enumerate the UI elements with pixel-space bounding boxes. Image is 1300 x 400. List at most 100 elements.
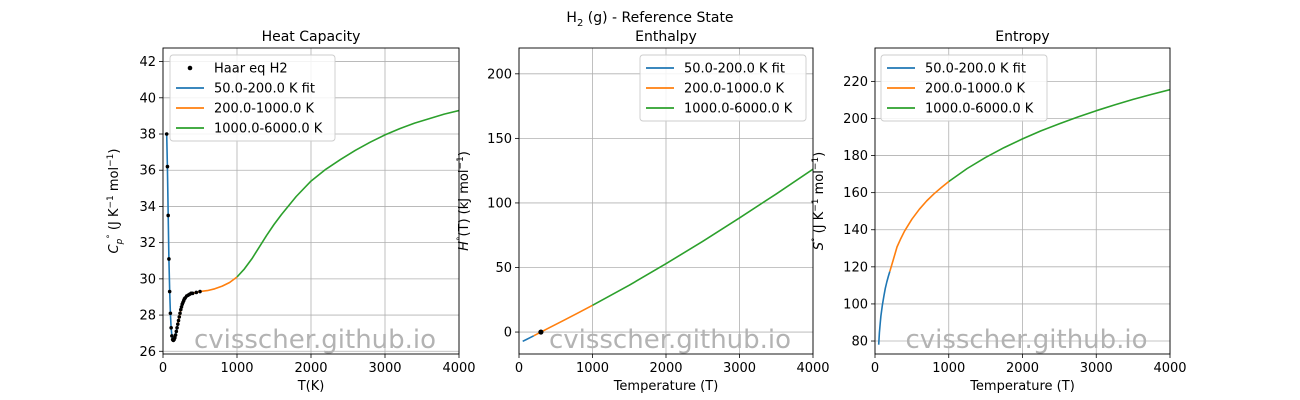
- x-tick-label: 4000: [442, 361, 475, 376]
- legend-label: 50.0-200.0 K fit: [684, 62, 785, 77]
- suptitle-main: H: [566, 10, 577, 26]
- y-tick-label: 200: [487, 67, 512, 82]
- scatter-point: [169, 326, 173, 330]
- y-tick-label: 26: [139, 345, 156, 360]
- legend-label: 200.0-1000.0 K: [684, 82, 785, 97]
- y-tick-label: 38: [139, 128, 156, 143]
- y-tick-label: 220: [843, 75, 868, 90]
- scatter-point: [174, 333, 178, 337]
- x-tick-label: 2000: [294, 361, 327, 376]
- plot-area: [523, 169, 813, 341]
- series-line-1: [523, 336, 534, 342]
- y-tick-label: 36: [139, 164, 156, 179]
- watermark: cvisscher.github.io: [905, 325, 1147, 355]
- x-tick-label: 0: [515, 361, 523, 376]
- y-tick-label: 50: [495, 261, 512, 276]
- plot-area: [879, 90, 1170, 345]
- chart-title: Heat Capacity: [262, 29, 361, 45]
- y-axis-label: H°(T) (kJ mol−1): [456, 151, 472, 251]
- y-tick-label: 0: [504, 326, 512, 341]
- plot-area: [165, 111, 459, 343]
- x-tick-label: 0: [159, 361, 167, 376]
- figure-suptitle: H2 (g) - Reference State: [566, 10, 733, 29]
- x-tick-label: 0: [871, 361, 879, 376]
- series-line-3: [593, 169, 814, 305]
- legend-label: 50.0-200.0 K fit: [925, 62, 1026, 77]
- x-axis-label: T(K): [297, 379, 325, 394]
- series-line-2: [178, 277, 237, 324]
- x-tick-label: 2000: [649, 361, 682, 376]
- y-axis-label: Cp° (J K−1 mol−1): [106, 148, 125, 253]
- scatter-point: [175, 330, 179, 334]
- y-label-symbol: H: [457, 241, 472, 251]
- legend-marker-scatter: [188, 66, 193, 71]
- chart-panel-1: 0 1000 2000 3000 4000 26 28 30 32 34 36 38 40 42 Heat …: [106, 29, 476, 394]
- legend: 50.0-200.0 K fit 200.0-1000.0 K 1000.0-600…: [881, 55, 1047, 121]
- y-tick-label: 100: [487, 196, 512, 211]
- scatter-point: [166, 165, 170, 169]
- chart-panels: 0 1000 2000 3000 4000262830323436384042Heat …: [106, 29, 1187, 394]
- legend-label: 200.0-1000.0 K: [214, 102, 315, 117]
- legend: 50.0-200.0 K fit 200.0-1000.0 K 1000.0-600…: [640, 55, 806, 121]
- scatter-point: [169, 311, 173, 315]
- watermark: cvisscher.github.io: [194, 325, 436, 355]
- scatter-point: [538, 329, 543, 334]
- y-tick-label: 180: [843, 149, 868, 164]
- y-axis-label: S° (J K−1 mol−1): [811, 152, 827, 250]
- chart-panel-2: 0 1000 2000 3000 4000 0 50 100 150 200 Enthalpy Tem…: [456, 29, 830, 394]
- chart-title: Enthalpy: [635, 29, 697, 45]
- y-label-units: (J K: [812, 211, 827, 237]
- x-axis-label: Temperature (T): [613, 379, 719, 394]
- y-label-exponent: −1: [106, 154, 116, 167]
- y-label-units: ): [107, 148, 122, 153]
- watermark: cvisscher.github.io: [549, 325, 791, 355]
- chart-panel-3: 0 1000 2000 3000 4000 80 100 120 140 160 180 200 220…: [811, 29, 1187, 394]
- scatter-point: [167, 257, 171, 261]
- legend-label: 1000.0-6000.0 K: [925, 102, 1034, 117]
- y-tick-label: 160: [843, 186, 868, 201]
- x-tick-label: 3000: [368, 361, 401, 376]
- y-label-units: ): [457, 151, 472, 156]
- legend-label: 1000.0-6000.0 K: [684, 102, 793, 117]
- series-line-1: [167, 134, 178, 340]
- scatter-point: [178, 311, 182, 315]
- y-tick-label: 150: [487, 132, 512, 147]
- legend-label: 50.0-200.0 K fit: [214, 82, 315, 97]
- scatter-point: [191, 292, 195, 296]
- y-label-exponent: −1: [106, 195, 116, 208]
- y-label-units: mol: [812, 170, 827, 198]
- y-label-units: mol: [107, 167, 122, 195]
- x-tick-label: 1000: [220, 361, 253, 376]
- series-line-1: [879, 272, 890, 345]
- x-tick-label: 3000: [723, 361, 756, 376]
- scatter-point: [166, 214, 170, 218]
- x-tick-label: 4000: [796, 361, 829, 376]
- y-label-subscript: p: [115, 238, 125, 245]
- y-label-exponent: −1: [811, 157, 821, 170]
- y-tick-label: 28: [139, 309, 156, 324]
- scatter-point: [195, 291, 199, 295]
- x-tick-label: 3000: [1080, 361, 1113, 376]
- scatter-point: [168, 290, 172, 294]
- x-tick-label: 2000: [1006, 361, 1039, 376]
- scatter-point: [176, 322, 180, 326]
- y-tick-label: 120: [843, 260, 868, 275]
- y-tick-label: 34: [139, 200, 156, 215]
- y-tick-label: 140: [843, 223, 868, 238]
- scatter-point: [198, 290, 202, 294]
- y-tick-label: 42: [139, 55, 156, 70]
- y-tick-label: 100: [843, 297, 868, 312]
- x-tick-label: 4000: [1153, 361, 1186, 376]
- y-tick-label: 200: [843, 112, 868, 127]
- y-label-units: (J K: [107, 208, 122, 234]
- chart-title: Entropy: [995, 29, 1049, 45]
- series-line-2: [890, 182, 949, 272]
- legend-label: Haar eq H2: [214, 62, 288, 77]
- y-label-exponent: −1: [456, 156, 466, 169]
- y-tick-label: 80: [851, 335, 868, 350]
- suptitle-rest: (g) - Reference State: [583, 10, 733, 26]
- y-label-units: ): [812, 152, 827, 157]
- scatter-point: [177, 315, 181, 319]
- legend-label: 200.0-1000.0 K: [925, 82, 1026, 97]
- y-label-exponent: −1: [811, 198, 821, 211]
